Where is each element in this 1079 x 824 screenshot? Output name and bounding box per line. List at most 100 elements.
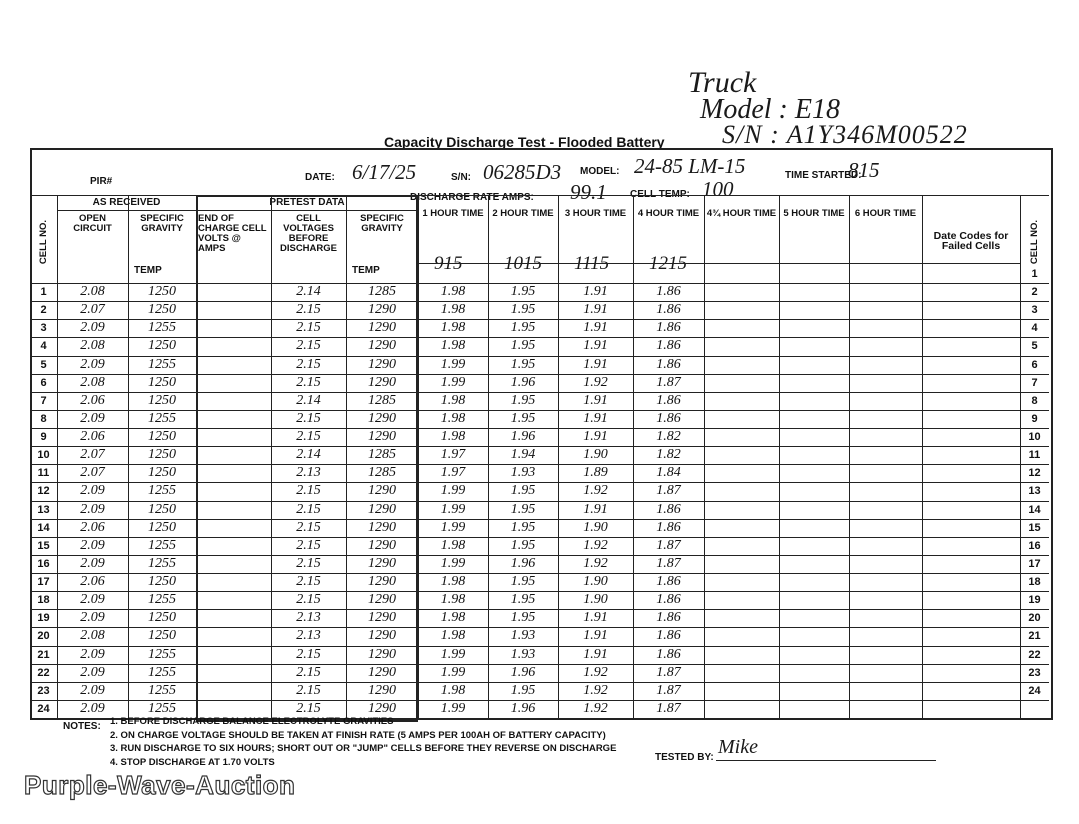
cell-value: 1.99	[440, 700, 466, 716]
cell-value: 1.87	[656, 537, 681, 553]
column-rule	[488, 195, 489, 718]
cell-value: 2.09	[80, 501, 105, 517]
cell-value: 1.91	[583, 338, 608, 354]
cell-value: 1290	[368, 682, 396, 698]
cell-value: 1.91	[583, 302, 608, 318]
cell-number: 3	[40, 322, 47, 335]
row-rule	[1020, 482, 1049, 484]
cell-number: 9	[40, 431, 47, 443]
field-value: 815	[848, 158, 880, 182]
cell-value: 1.84	[656, 465, 681, 481]
cell-number: 22	[37, 666, 50, 679]
cell-value: 1.90	[583, 574, 608, 589]
cell-value: 2.08	[80, 284, 105, 299]
cell-value: 1250	[148, 302, 176, 318]
column-rule	[346, 195, 347, 718]
column-rule	[633, 195, 634, 718]
column-rule	[779, 195, 780, 718]
cell-number: 5	[1031, 340, 1038, 353]
field-label: PIR#	[90, 176, 113, 187]
cell-value: 1255	[148, 483, 176, 499]
cell-value: 1285	[368, 284, 396, 299]
cell-value: 2.09	[80, 592, 105, 608]
row-rule	[30, 464, 1020, 466]
cell-value: 2.08	[80, 628, 105, 644]
cell-value: 2.09	[80, 320, 105, 336]
cell-value: 1255	[148, 537, 176, 553]
cell-number: 11	[37, 467, 50, 480]
cell-value: 2.07	[80, 302, 105, 318]
row-rule	[30, 355, 1020, 357]
cell-value: 2.06	[80, 429, 105, 444]
cell-value: 1.86	[656, 284, 681, 299]
column-header: SPECIFIC GRAVITY	[360, 213, 404, 234]
cell-number: 13	[1028, 485, 1041, 498]
cell-number: 10	[1028, 431, 1041, 443]
column-subheader: TEMP	[134, 265, 162, 276]
row-rule	[30, 609, 1020, 611]
cell-value: 2.07	[80, 447, 105, 463]
cell-value: 1255	[148, 356, 176, 372]
cell-value: 1.98	[440, 574, 466, 589]
cell-value: 1.93	[510, 628, 536, 644]
cell-value: 1.82	[656, 429, 681, 444]
cell-value: 1.99	[440, 483, 466, 499]
row-rule	[30, 373, 1020, 375]
cell-value: 2.09	[80, 682, 105, 698]
row-rule	[1020, 446, 1049, 448]
cell-value: 1.86	[656, 519, 681, 535]
cell-value: 1.95	[510, 320, 536, 336]
cell-number: 14	[1028, 503, 1041, 516]
cell-value: 2.15	[296, 646, 321, 662]
cell-value: 1.98	[440, 284, 466, 299]
field-label: DATE:	[305, 172, 335, 183]
cell-value: 1.91	[583, 646, 608, 662]
cell-number: 13	[37, 503, 50, 516]
cell-number: 20	[1028, 612, 1041, 625]
cell-value: 2.13	[296, 628, 321, 644]
column-header: CELL VOLTAGES BEFORE DISCHARGE	[279, 213, 337, 254]
cell-value: 2.09	[80, 356, 105, 372]
cell-number: 12	[37, 485, 50, 498]
cell-value: 1.86	[656, 302, 681, 318]
cell-value: 1290	[368, 320, 396, 336]
column-rule	[704, 195, 705, 718]
cell-value: 1.95	[510, 356, 536, 372]
cell-value: 1250	[148, 628, 176, 644]
cell-number: 3	[1031, 304, 1038, 317]
cell-value: 1255	[148, 664, 176, 680]
cell-number: 6	[40, 376, 47, 389]
cell-value: 1290	[368, 519, 396, 535]
cell-value: 1.95	[510, 338, 536, 354]
field-value: 6/17/25	[352, 160, 417, 184]
cell-value: 1.92	[583, 537, 608, 553]
cell-value: 1.92	[583, 483, 608, 499]
cell-value: 1250	[148, 447, 176, 463]
column-header: 4¾ HOUR TIME	[706, 208, 777, 219]
row-rule	[30, 645, 1020, 647]
cell-value: 1.95	[510, 574, 536, 589]
cell-value: 1.98	[440, 410, 466, 426]
cell-value: 1.87	[656, 555, 681, 571]
cell-number: 8	[1031, 394, 1038, 407]
cell-value: 1.92	[583, 664, 608, 680]
cell-value: 1.90	[583, 519, 608, 535]
cell-value: 1.91	[583, 628, 608, 644]
row-rule	[1020, 663, 1049, 665]
row-rule	[1020, 591, 1049, 593]
cell-value: 1290	[368, 628, 396, 644]
cell-value: 1.86	[656, 501, 681, 517]
form-border	[30, 148, 1053, 720]
cell-value: 1255	[148, 320, 176, 336]
row-rule	[1020, 609, 1049, 611]
column-rule	[128, 195, 129, 718]
group-rule	[57, 210, 418, 211]
column-rule	[418, 195, 419, 718]
row-rule	[30, 301, 1020, 303]
cell-value: 1250	[148, 392, 176, 408]
cell-number: 21	[37, 648, 50, 661]
cell-value: 1.97	[440, 447, 466, 463]
cell-value: 1290	[368, 555, 396, 571]
cell-number: 2	[40, 304, 47, 317]
cell-number: 24	[1028, 684, 1041, 697]
